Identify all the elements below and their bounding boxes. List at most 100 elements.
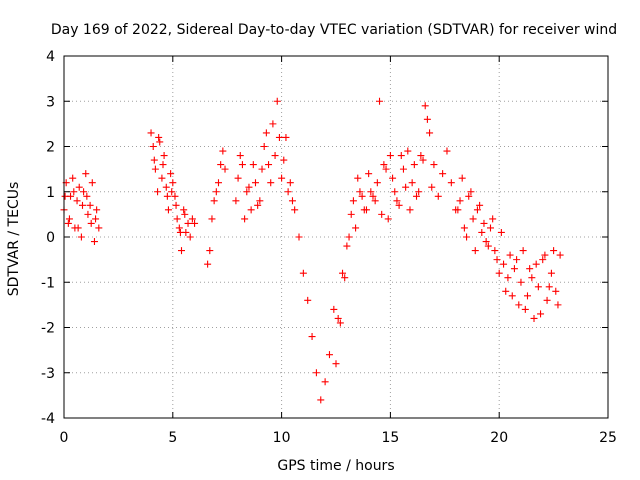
data-point [73, 197, 81, 205]
data-point [288, 197, 296, 205]
data-point [93, 206, 101, 214]
data-point [389, 174, 397, 182]
data-point [482, 238, 490, 246]
data-point [473, 206, 481, 214]
data-point [267, 179, 275, 187]
data-point [423, 115, 431, 123]
data-point [460, 224, 468, 232]
data-point [77, 233, 85, 241]
data-point [258, 165, 266, 173]
data-point [469, 215, 477, 223]
data-point [430, 161, 438, 169]
data-point [278, 174, 286, 182]
data-point [369, 192, 377, 200]
data-point [149, 143, 157, 150]
data-point [80, 188, 88, 196]
data-point [330, 305, 338, 313]
data-point [180, 206, 188, 214]
data-point [486, 224, 494, 232]
data-point [339, 269, 347, 277]
data-point [517, 278, 525, 286]
data-point [84, 210, 92, 218]
x-tick-label: 15 [381, 430, 399, 446]
data-point [471, 247, 479, 255]
data-point [158, 174, 166, 182]
data-point [526, 265, 534, 273]
data-point [214, 179, 222, 187]
y-tick-label: 1 [46, 185, 55, 201]
data-point [382, 165, 390, 173]
data-point [271, 152, 279, 160]
data-points [60, 97, 564, 404]
data-point [284, 188, 292, 196]
data-point [243, 188, 251, 196]
data-point [519, 247, 527, 255]
data-point [523, 292, 531, 300]
data-point [393, 197, 401, 205]
data-point [217, 161, 225, 169]
x-tick-label: 20 [490, 430, 508, 446]
data-point [371, 197, 379, 205]
data-point [541, 251, 549, 259]
data-point [404, 147, 412, 155]
data-point [434, 192, 442, 200]
data-point [365, 170, 373, 178]
data-point [347, 210, 355, 218]
data-point [265, 161, 273, 169]
data-point [249, 161, 257, 169]
data-point [408, 179, 416, 187]
data-point [447, 179, 455, 187]
data-point [208, 215, 216, 223]
data-point [74, 224, 82, 232]
data-point [528, 274, 536, 282]
chart-title: Day 169 of 2022, Sidereal Day-to-day VTE… [51, 22, 617, 38]
data-point [90, 238, 98, 246]
y-tick-label: -1 [41, 275, 55, 291]
data-point [478, 228, 486, 236]
data-point [537, 310, 545, 318]
data-point [92, 215, 100, 223]
data-point [64, 219, 72, 227]
data-point [169, 179, 177, 187]
data-point [86, 201, 94, 209]
data-point [539, 256, 547, 264]
data-point [280, 156, 288, 164]
data-point [65, 215, 73, 223]
y-tick-labels: -4 -3 -2 -1 0 1 2 3 4 [41, 49, 55, 427]
data-point [543, 296, 551, 304]
data-point [410, 161, 418, 169]
data-point [162, 183, 170, 191]
data-point [349, 197, 357, 205]
data-point [321, 378, 329, 386]
data-point [168, 188, 176, 196]
data-point [384, 215, 392, 223]
data-point [395, 201, 403, 209]
data-point [493, 256, 501, 264]
data-point [421, 102, 429, 110]
data-point [495, 269, 503, 277]
data-point [188, 215, 196, 223]
data-point [399, 165, 407, 173]
data-point [343, 242, 351, 250]
x-tick-label: 10 [273, 430, 291, 446]
data-point [465, 192, 473, 200]
data-point [167, 170, 175, 178]
data-point [260, 143, 268, 150]
data-point [269, 120, 277, 128]
data-point [176, 228, 184, 236]
data-point [426, 129, 434, 137]
data-point [299, 269, 307, 277]
data-point [534, 283, 542, 291]
data-point [191, 219, 199, 227]
data-point [164, 206, 172, 214]
x-tick-label: 0 [60, 430, 69, 446]
data-point [354, 174, 362, 182]
data-point [428, 183, 436, 191]
data-point [234, 174, 242, 182]
data-point [87, 219, 95, 227]
data-point [82, 170, 90, 178]
data-point [417, 152, 425, 160]
y-axis-label: SDTVAR / TECUs [6, 182, 22, 297]
data-point [532, 260, 540, 268]
